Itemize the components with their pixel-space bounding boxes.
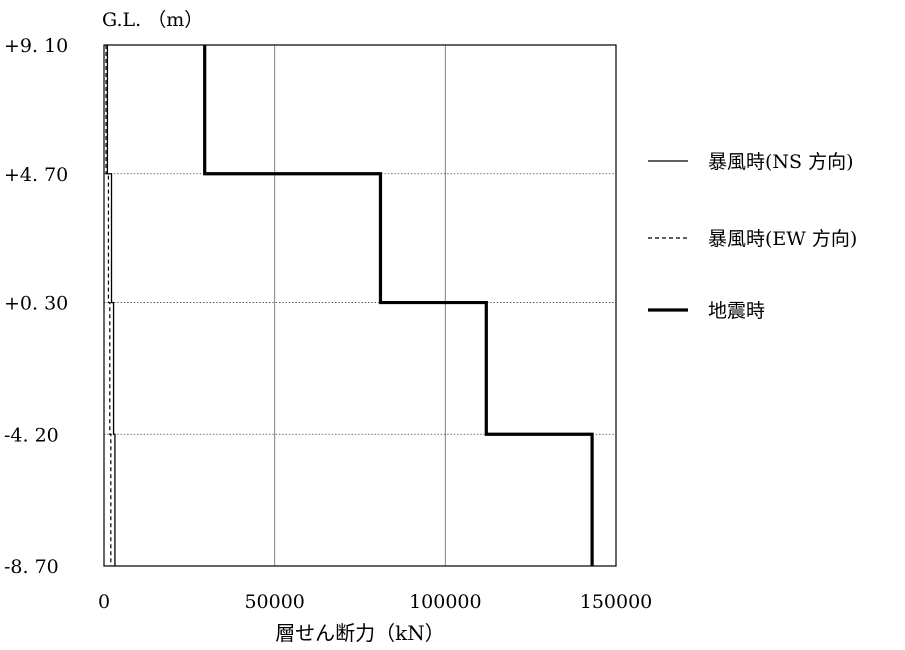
grid-lines — [104, 45, 616, 566]
y-tick-label: +0. 30 — [4, 293, 68, 315]
x-axis-label: 層せん断力（kN） — [275, 621, 445, 645]
y-tick-label: -8. 70 — [4, 556, 59, 578]
x-tick-labels: 0 50000 100000 150000 — [98, 591, 652, 613]
y-axis-label: G.L. （m） — [102, 9, 203, 31]
legend-label: 暴風時(EW 方向) — [708, 228, 857, 250]
y-tick-label: +9. 10 — [4, 35, 68, 57]
x-tick-label: 0 — [98, 591, 110, 613]
x-tick-label: 50000 — [244, 591, 304, 613]
y-tick-label: -4. 20 — [4, 424, 59, 446]
x-tick-label: 100000 — [409, 591, 482, 613]
plot-frame — [103, 44, 617, 567]
series-line-1 — [106, 45, 116, 566]
x-tick-label: 150000 — [580, 591, 653, 613]
series-group — [105, 45, 594, 566]
y-tick-labels: +9. 10 +4. 70 +0. 30 -4. 20 -8. 70 — [4, 35, 68, 578]
y-tick-label: +4. 70 — [4, 164, 68, 186]
series-line-3 — [203, 45, 594, 566]
legend-label: 地震時 — [708, 300, 765, 322]
legend-label: 暴風時(NS 方向) — [708, 151, 854, 173]
legend: 暴風時(NS 方向) 暴風時(EW 方向) 地震時 — [648, 151, 857, 322]
series-line-2 — [105, 45, 112, 566]
